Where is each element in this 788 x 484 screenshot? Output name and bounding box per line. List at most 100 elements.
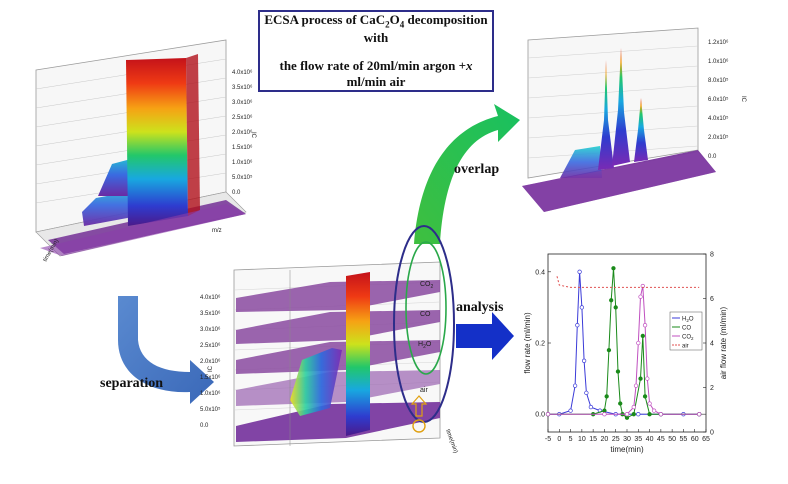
chart-point-co [640, 333, 645, 339]
chart-point-co [647, 412, 652, 417]
separation-label: separation [100, 376, 163, 391]
layer-label-co2: CO2 [420, 281, 434, 290]
chart-point-co [618, 401, 623, 406]
flow-rate-chart: -5 0 5 10 15 20 25 30 35 40 45 50 55 60 65 0.0 0.2 0.4 0 2 4… [523, 252, 728, 455]
layer-co [236, 310, 440, 344]
chart-point-co [615, 369, 621, 374]
chart-x-tick-label: 35 [634, 436, 642, 443]
panel-center-layers: 4.0x10⁶ 3.5x10⁶ 3.0x10⁶ 2.5x10⁶ 2.0x10⁶ … [200, 225, 458, 455]
chart-x-tick-label: 30 [623, 436, 631, 443]
chart-point-co2 [697, 412, 702, 417]
chart-x-tick-label: 5 [569, 436, 573, 443]
left-ztick: 2.0x10⁶ [232, 129, 253, 136]
center-ytick: 3.0x10⁶ [200, 326, 221, 333]
center-ytick: 3.5x10⁶ [200, 310, 221, 317]
analysis-arrow [456, 312, 514, 360]
left-ztick: 1.0x10⁶ [232, 159, 253, 166]
chart-y2-tick-label: 2 [710, 385, 714, 392]
right-peak-1 [598, 60, 614, 170]
chart-y-label: flow rate (ml/min) [523, 312, 532, 374]
title-box: ECSA process of CaC2O4 decomposition wit… [258, 10, 494, 92]
chart-series-line-air [556, 276, 700, 288]
center-ytick: 2.5x10⁶ [200, 342, 221, 349]
chart-x-tick-label: 20 [601, 436, 609, 443]
overlap-arrow [414, 104, 520, 244]
center-ytick: 0.0 [200, 423, 209, 429]
chart-point-co [611, 266, 616, 271]
layer-label-co: CO [420, 311, 431, 318]
chart-x-tick-label: 0 [557, 436, 561, 443]
chart-x-tick-label: 55 [680, 436, 688, 443]
chart-legend-label: air [682, 344, 689, 350]
title-line-2: the flow rate of 20ml/min argon +x ml/mi… [279, 57, 473, 89]
left-zaxis-label: IC [250, 132, 256, 139]
chart-x-label: time(min) [610, 445, 644, 454]
chart-point-h2o [575, 323, 580, 328]
center-ytick: 2.0x10⁶ [200, 358, 221, 365]
panel-right-3d: 1.2x10⁶ 1.0x10⁶ 8.0x10⁵ 6.0x10⁵ 4.0x10⁵ … [522, 27, 746, 212]
center-time-label: time(min) [444, 429, 458, 455]
center-rainbow-peak [346, 272, 370, 436]
chart-y-tick-label: 0.2 [535, 341, 545, 348]
center-ytick: 1.5x10⁶ [200, 374, 221, 381]
chart-point-h2o [588, 404, 594, 410]
left-ztick: 4.0x10⁶ [232, 69, 253, 76]
chart-point-co2 [651, 408, 657, 413]
center-ytick: 1.0x10⁶ [200, 390, 221, 397]
chart-y-tick-label: 0.4 [535, 269, 545, 276]
chart-y2-tick-label: 0 [710, 430, 714, 437]
chart-x-tick-label: 45 [657, 436, 665, 443]
chart-point-h2o [572, 383, 578, 388]
analysis-label: analysis [456, 300, 504, 315]
inner-green-ellipse [405, 241, 447, 375]
chart-point-h2o [581, 358, 587, 363]
center-yaxis-label: IC [208, 365, 214, 372]
right-ztick: 0.0 [708, 154, 717, 160]
left-ztick: 3.0x10⁶ [232, 99, 253, 106]
chart-x-tick-label: -5 [545, 436, 551, 443]
right-ztick: 1.2x10⁶ [708, 39, 729, 46]
chart-y2-tick-label: 4 [710, 341, 714, 348]
center-ytick: 4.0x10⁶ [200, 294, 221, 301]
chart-point-co2 [645, 376, 650, 381]
chart-point-co2 [638, 294, 643, 299]
layer-label-air: air [420, 387, 428, 394]
right-ztick: 6.0x10⁵ [708, 96, 729, 103]
layer-floor [236, 402, 440, 442]
left-ztick: 2.5x10⁶ [232, 114, 253, 121]
center-slanted-rainbow [290, 348, 342, 416]
air-inlet-circle [412, 419, 426, 433]
chart-x-tick-label: 25 [612, 436, 620, 443]
right-ztick: 8.0x10⁵ [708, 77, 729, 84]
panel-left-3d: 4.0x10⁶ 3.5x10⁶ 3.0x10⁶ 2.5x10⁶ 2.0x10⁶ … [35, 39, 256, 263]
chart-y-tick-label: 0.0 [535, 412, 545, 419]
chart-x-tick-label: 10 [578, 436, 586, 443]
chart-point-co2 [545, 412, 551, 417]
chart-point-h2o [577, 269, 582, 274]
chart-x-tick-label: 65 [702, 436, 710, 443]
left-ztick: 1.5x10⁶ [232, 144, 253, 151]
left-ztick: 5.0x10⁵ [232, 174, 253, 181]
chart-x-tick-label: 15 [589, 436, 597, 443]
chart-x-tick-label: 50 [668, 436, 676, 443]
right-ztick: 4.0x10⁵ [708, 115, 729, 122]
left-ztick: 3.5x10⁶ [232, 84, 253, 91]
left-mz-label: m/z [212, 228, 222, 234]
right-zaxis-label: IC [740, 96, 746, 103]
chart-point-h2o [636, 412, 641, 417]
overlap-label: overlap [454, 162, 500, 177]
left-ztick: 0.0 [232, 190, 241, 196]
chart-y2-tick-label: 6 [710, 296, 714, 303]
left-rainbow-peak [126, 58, 188, 226]
layer-label-h2o: H2O [418, 341, 432, 350]
right-ztick: 1.0x10⁶ [708, 58, 729, 65]
chart-point-co [606, 347, 612, 353]
right-peak-2 [612, 48, 630, 166]
chart-legend-label: CO [682, 326, 691, 332]
chart-point-co [642, 394, 648, 399]
chart-point-co2 [642, 323, 648, 328]
chart-point-co [609, 298, 614, 303]
layer-air [236, 370, 440, 406]
chart-legend-label: H2O [682, 317, 694, 324]
chart-legend-label: CO2 [682, 335, 694, 342]
